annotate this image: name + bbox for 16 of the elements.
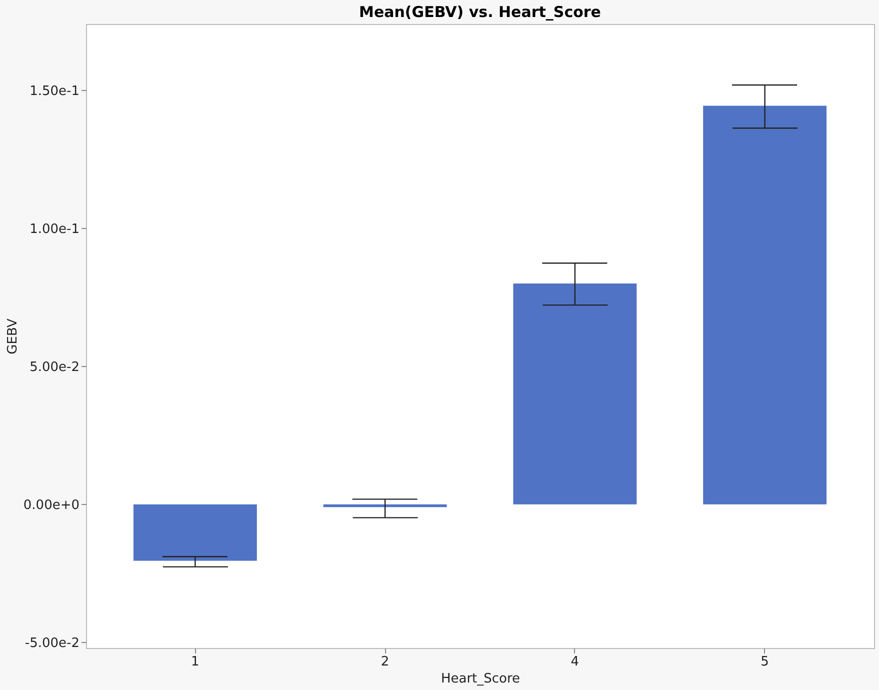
x-tick-label: 2 xyxy=(380,654,390,670)
x-axis-title: Heart_Score xyxy=(440,672,520,686)
y-tick-label: 0.00e+0 xyxy=(23,498,80,513)
x-tick-label: 4 xyxy=(570,654,580,670)
chart-title: Mean(GEBV) vs. Heart_Score xyxy=(359,3,601,21)
y-axis-title: GEBV xyxy=(5,318,20,354)
y-tick-label: -5.00e-2 xyxy=(24,636,80,651)
bar xyxy=(513,284,637,504)
bar xyxy=(703,106,827,504)
x-tick-label: 5 xyxy=(760,654,769,670)
bar xyxy=(133,504,257,561)
y-tick-label: 1.00e-1 xyxy=(30,222,80,237)
y-tick-label: 5.00e-2 xyxy=(30,360,80,375)
y-tick-label: 1.50e-1 xyxy=(30,84,80,99)
bar xyxy=(323,504,447,508)
x-tick-label: 1 xyxy=(191,654,200,670)
